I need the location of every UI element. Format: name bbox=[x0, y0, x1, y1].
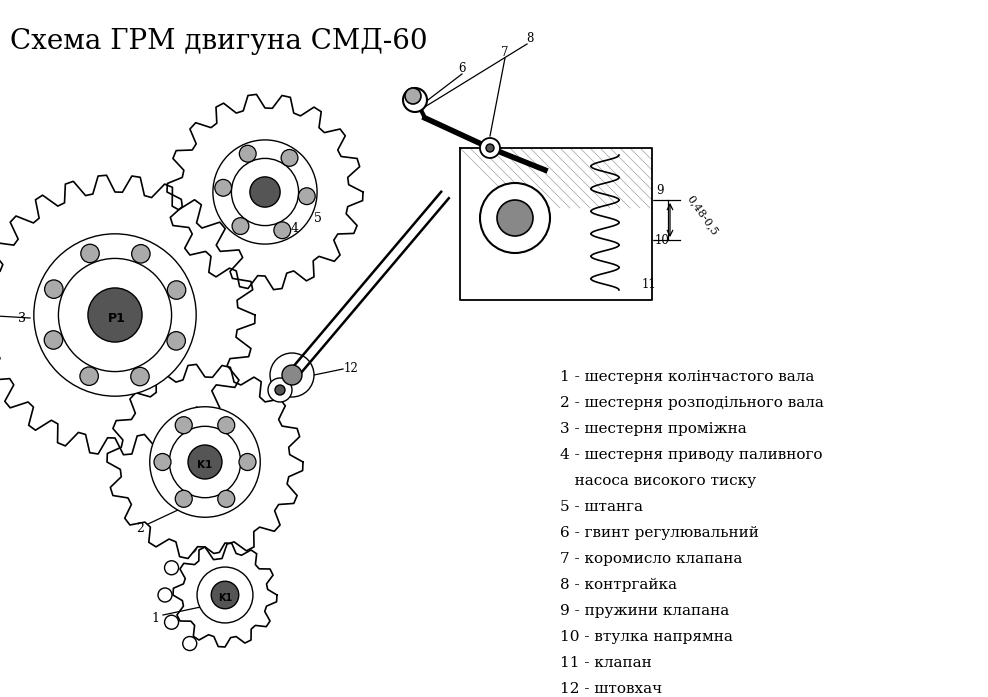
Text: Схема ГРМ двигуна СМД-60: Схема ГРМ двигуна СМД-60 bbox=[10, 28, 428, 55]
Text: 8: 8 bbox=[527, 31, 534, 45]
Polygon shape bbox=[173, 543, 277, 647]
Circle shape bbox=[274, 222, 290, 238]
Circle shape bbox=[217, 490, 235, 507]
Text: 1 - шестерня колінчастого вала: 1 - шестерня колінчастого вала bbox=[560, 370, 814, 384]
Text: 4 - шестерня приводу паливного: 4 - шестерня приводу паливного bbox=[560, 448, 822, 462]
Circle shape bbox=[275, 385, 285, 395]
Circle shape bbox=[282, 149, 298, 167]
Text: 9: 9 bbox=[656, 183, 664, 197]
Circle shape bbox=[158, 588, 172, 602]
Circle shape bbox=[188, 445, 222, 479]
Circle shape bbox=[232, 217, 249, 234]
Circle shape bbox=[486, 144, 494, 152]
Text: K1: K1 bbox=[198, 460, 212, 470]
Text: P1: P1 bbox=[108, 312, 125, 325]
Text: 3: 3 bbox=[18, 312, 26, 325]
Text: 12: 12 bbox=[344, 362, 359, 374]
Circle shape bbox=[480, 183, 550, 253]
Circle shape bbox=[268, 378, 292, 402]
Circle shape bbox=[405, 88, 421, 104]
Text: 1: 1 bbox=[151, 611, 159, 625]
Circle shape bbox=[80, 367, 99, 385]
Text: 10 - втулка напрямна: 10 - втулка напрямна bbox=[560, 630, 733, 644]
Circle shape bbox=[298, 187, 315, 205]
Text: насоса високого тиску: насоса високого тиску bbox=[560, 474, 756, 488]
Circle shape bbox=[282, 365, 302, 385]
Circle shape bbox=[217, 417, 235, 434]
Circle shape bbox=[165, 615, 179, 629]
Circle shape bbox=[183, 539, 197, 553]
Text: 2: 2 bbox=[136, 521, 144, 535]
Circle shape bbox=[58, 259, 172, 372]
Text: 11: 11 bbox=[642, 279, 657, 291]
Circle shape bbox=[44, 331, 62, 349]
Text: 11 - клапан: 11 - клапан bbox=[560, 656, 652, 670]
Circle shape bbox=[214, 179, 231, 197]
Circle shape bbox=[239, 454, 256, 470]
Circle shape bbox=[497, 200, 533, 236]
Circle shape bbox=[131, 245, 150, 263]
Circle shape bbox=[211, 581, 239, 608]
Polygon shape bbox=[167, 94, 363, 290]
Circle shape bbox=[150, 407, 260, 517]
Circle shape bbox=[130, 367, 149, 385]
Text: K1: K1 bbox=[218, 593, 232, 603]
Circle shape bbox=[175, 417, 193, 434]
Circle shape bbox=[167, 332, 186, 350]
Text: 4: 4 bbox=[291, 222, 299, 234]
Text: 6: 6 bbox=[458, 61, 465, 75]
Text: 7: 7 bbox=[501, 45, 509, 59]
Polygon shape bbox=[460, 148, 652, 300]
Circle shape bbox=[183, 636, 197, 650]
Text: 12 - штовхач: 12 - штовхач bbox=[560, 682, 662, 696]
Circle shape bbox=[175, 490, 193, 507]
Circle shape bbox=[480, 138, 500, 158]
Text: 7 - коромисло клапана: 7 - коромисло клапана bbox=[560, 552, 742, 566]
Text: 2 - шестерня розподільного вала: 2 - шестерня розподільного вала bbox=[560, 396, 824, 410]
Circle shape bbox=[213, 140, 317, 244]
Circle shape bbox=[88, 288, 142, 342]
Text: 10: 10 bbox=[655, 233, 670, 247]
Circle shape bbox=[81, 244, 99, 263]
Text: 8 - контргайка: 8 - контргайка bbox=[560, 578, 677, 592]
Circle shape bbox=[167, 281, 186, 299]
Circle shape bbox=[197, 567, 253, 623]
Text: 0,48-0,5: 0,48-0,5 bbox=[685, 193, 720, 237]
Text: 3 - шестерня проміжна: 3 - шестерня проміжна bbox=[560, 422, 747, 436]
Polygon shape bbox=[107, 365, 303, 560]
Circle shape bbox=[239, 145, 256, 162]
Circle shape bbox=[250, 177, 281, 207]
Circle shape bbox=[231, 158, 298, 226]
Circle shape bbox=[169, 427, 241, 498]
Text: 5: 5 bbox=[314, 211, 322, 224]
Circle shape bbox=[44, 280, 63, 298]
Polygon shape bbox=[0, 175, 255, 454]
Circle shape bbox=[154, 454, 171, 470]
Circle shape bbox=[403, 88, 427, 112]
Text: 6 - гвинт регулювальний: 6 - гвинт регулювальний bbox=[560, 526, 759, 540]
Circle shape bbox=[34, 233, 197, 396]
Circle shape bbox=[165, 561, 179, 575]
Text: 5 - штанга: 5 - штанга bbox=[560, 500, 643, 514]
Circle shape bbox=[270, 353, 314, 397]
Text: 9 - пружини клапана: 9 - пружини клапана bbox=[560, 604, 729, 618]
